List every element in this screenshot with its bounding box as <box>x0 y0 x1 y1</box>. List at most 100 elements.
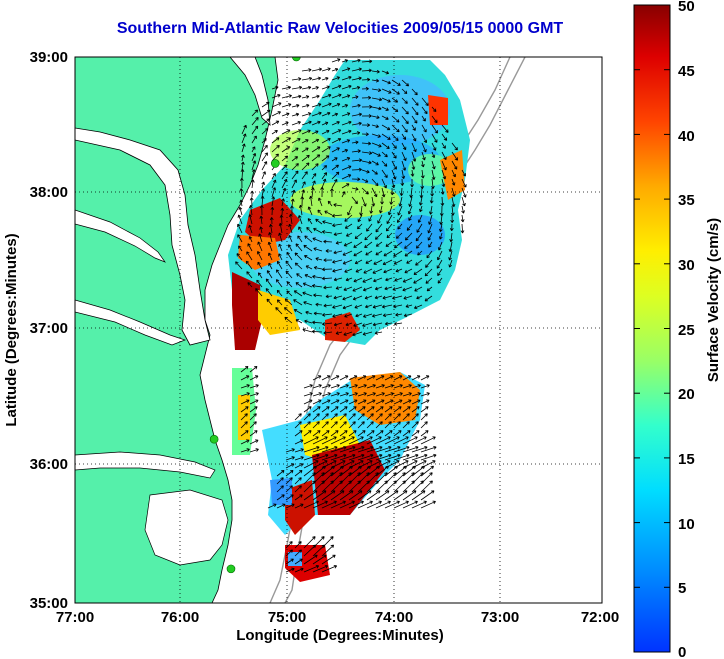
velocity-arrow <box>288 223 293 234</box>
velocity-arrow <box>361 104 373 109</box>
velocity-arrow <box>291 179 297 189</box>
velocity-arrow <box>375 430 384 437</box>
velocity-arrow <box>261 161 268 171</box>
velocity-arrow <box>359 205 363 216</box>
velocity-arrow <box>317 209 323 216</box>
velocity-arrow <box>415 241 423 249</box>
velocity-arrow <box>361 169 370 174</box>
velocity-arrow <box>333 277 343 282</box>
velocity-arrow <box>320 186 325 198</box>
velocity-arrow <box>441 124 449 133</box>
velocity-arrow <box>366 430 375 437</box>
velocity-arrow <box>385 277 393 282</box>
velocity-arrow <box>404 241 413 249</box>
velocity-arrow <box>393 445 410 453</box>
velocity-arrow <box>357 399 367 405</box>
velocity-arrow <box>330 445 347 453</box>
velocity-arrow <box>312 421 320 429</box>
velocity-arrow <box>402 277 413 283</box>
velocity-arrow <box>323 285 333 290</box>
velocity-arrow <box>288 244 293 252</box>
velocity-arrow <box>267 503 277 509</box>
velocity-arrow <box>294 252 303 261</box>
velocity-arrow <box>366 500 382 509</box>
velocity-arrow <box>323 330 333 335</box>
velocity-arrow <box>357 375 367 381</box>
velocity-arrow <box>333 322 343 327</box>
velocity-arrow <box>353 250 363 257</box>
velocity-arrow <box>411 115 418 124</box>
velocity-arrow <box>371 88 382 92</box>
velocity-arrow <box>362 277 373 283</box>
velocity-arrow <box>294 456 304 461</box>
velocity-arrow <box>321 155 330 162</box>
velocity-arrow <box>339 392 349 397</box>
velocity-arrow <box>391 97 399 103</box>
velocity-arrow <box>331 157 338 162</box>
velocity-arrow <box>438 232 443 240</box>
velocity-arrow <box>425 277 433 284</box>
velocity-arrow <box>261 118 270 126</box>
velocity-arrow <box>461 187 467 198</box>
velocity-arrow <box>291 94 302 99</box>
velocity-arrow <box>395 268 403 273</box>
velocity-arrow <box>384 399 394 405</box>
velocity-arrow <box>291 77 302 81</box>
velocity-arrow <box>303 480 316 493</box>
velocity-arrow <box>355 268 363 273</box>
velocity-arrow <box>428 241 433 248</box>
velocity-arrow <box>312 436 328 445</box>
velocity-arrow <box>410 169 415 177</box>
velocity-arrow <box>246 271 253 279</box>
velocity-arrow <box>341 165 352 171</box>
x-tick-label: 74:00 <box>375 609 413 626</box>
velocity-arrow <box>362 286 373 292</box>
velocity-arrow <box>372 313 383 318</box>
velocity-arrow <box>311 187 315 198</box>
radar-stations <box>209 57 301 574</box>
velocity-arrow <box>311 163 319 171</box>
velocity-arrow <box>375 480 388 493</box>
velocity-arrow <box>375 453 392 461</box>
velocity-arrow <box>313 247 323 252</box>
velocity-arrow <box>330 375 340 381</box>
velocity-arrow <box>301 95 310 99</box>
velocity-arrow <box>321 490 336 501</box>
velocity-arrow <box>237 234 243 243</box>
velocity-arrow <box>391 106 399 113</box>
velocity-arrow <box>281 103 292 108</box>
velocity-arrow <box>361 123 371 127</box>
velocity-arrow <box>268 262 273 270</box>
velocity-arrow <box>321 375 331 381</box>
velocity-arrow <box>303 301 313 306</box>
velocity-arrow <box>271 196 276 207</box>
velocity-arrow <box>375 413 383 421</box>
velocity-arrow <box>275 279 283 288</box>
velocity-arrow <box>351 149 361 153</box>
velocity-arrow <box>362 331 373 336</box>
velocity-arrow <box>411 399 421 405</box>
velocity-arrow <box>302 282 313 288</box>
velocity-arrow <box>410 178 414 188</box>
radar-station-marker <box>270 159 280 168</box>
velocity-arrow <box>393 490 408 501</box>
velocity-arrow <box>402 436 418 445</box>
velocity-arrow <box>301 76 313 81</box>
velocity-arrow <box>377 214 383 224</box>
velocity-arrow <box>366 384 376 389</box>
velocity-arrow <box>391 124 400 133</box>
velocity-arrow <box>249 375 259 381</box>
velocity-arrow <box>332 223 343 228</box>
velocity-arrow <box>381 169 388 178</box>
velocity-arrow <box>420 480 433 493</box>
velocity-arrow <box>335 331 343 335</box>
velocity-arrow <box>352 286 363 292</box>
velocity-arrow <box>402 399 412 405</box>
velocity-arrow <box>321 413 329 421</box>
velocity-arrow <box>276 477 284 485</box>
velocity-arrow <box>397 214 403 223</box>
velocity-arrow <box>381 178 387 189</box>
velocity-arrow <box>366 223 373 232</box>
velocity-arrow <box>281 129 291 135</box>
velocity-arrow <box>354 259 363 265</box>
